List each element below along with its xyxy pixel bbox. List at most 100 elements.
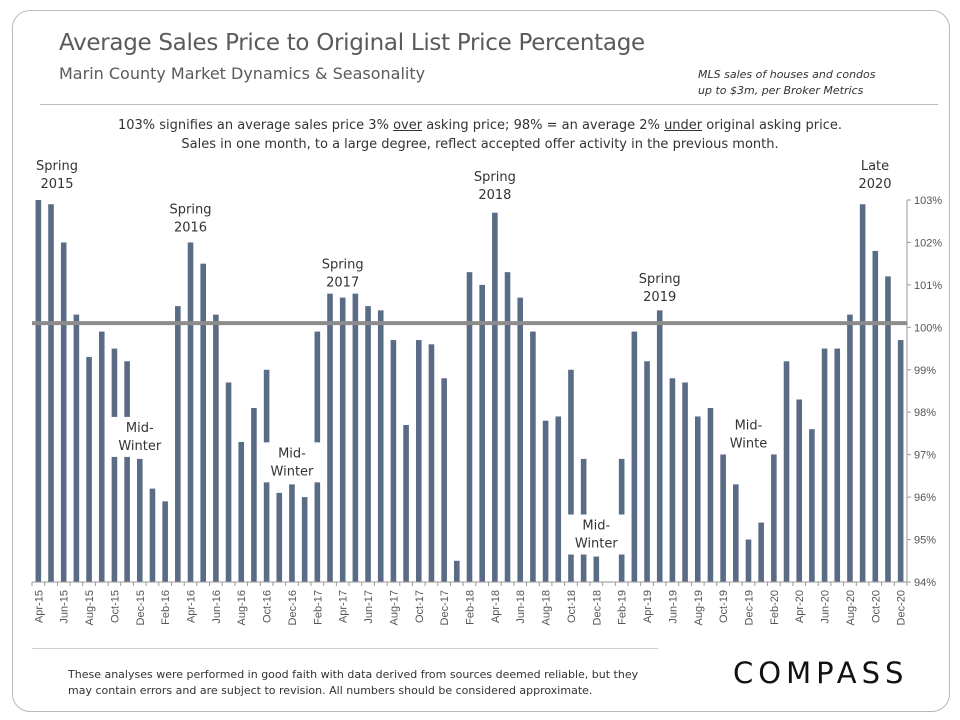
chart-title: Average Sales Price to Original List Pri…	[59, 30, 645, 56]
bar	[390, 340, 397, 582]
x-tick-label: Oct-16	[262, 590, 274, 623]
x-tick-label: Oct-20	[870, 590, 882, 623]
x-tick-label: Jun-17	[363, 590, 375, 624]
bar	[466, 272, 473, 582]
bar	[98, 331, 105, 582]
bar	[200, 263, 206, 582]
bar	[276, 492, 283, 582]
bar	[111, 348, 118, 582]
bar	[124, 361, 130, 582]
bar	[73, 314, 80, 582]
bar	[428, 344, 435, 582]
annotation-backdrop	[628, 268, 691, 308]
bar	[454, 560, 460, 582]
bar	[149, 488, 156, 582]
x-tick-label: Apr-19	[642, 590, 654, 623]
x-tick-label: Oct-15	[109, 590, 121, 623]
bar	[175, 306, 181, 582]
bar	[733, 484, 739, 582]
bar	[289, 484, 295, 582]
x-tick-label: Apr-18	[490, 590, 502, 623]
x-tick-label: Dec-15	[135, 590, 147, 625]
x-tick-label: Feb-18	[465, 590, 477, 625]
x-tick-label: Apr-16	[186, 590, 198, 623]
bar	[136, 458, 143, 582]
bar	[771, 424, 777, 582]
bar	[415, 340, 422, 582]
x-tick-label: Aug-20	[845, 590, 857, 625]
bar	[593, 556, 600, 582]
bar	[479, 284, 485, 582]
annotation-label: Winte	[730, 436, 768, 451]
bar	[707, 407, 714, 582]
annotation-label: 2015	[40, 177, 73, 192]
x-tick-label: Dec-17	[439, 590, 451, 625]
source-line-2: up to $3m, per Broker Metrics	[698, 84, 864, 97]
bar	[35, 200, 42, 582]
annotation-label: Winter	[271, 464, 315, 479]
x-tick-label: Oct-19	[718, 590, 730, 623]
annotation-label: Spring	[170, 202, 212, 217]
bar	[872, 250, 879, 582]
bar	[859, 204, 866, 583]
note-part-2: asking price; 98% = an average 2%	[422, 118, 665, 133]
annotation-backdrop	[260, 442, 323, 483]
bar	[441, 378, 447, 582]
bar	[530, 331, 536, 582]
x-tick-label: Dec-20	[896, 590, 908, 625]
bar	[365, 306, 371, 582]
bar	[745, 539, 752, 582]
y-tick-label: 101%	[914, 280, 942, 292]
bar	[555, 416, 562, 582]
header-divider	[40, 104, 938, 105]
bar	[682, 382, 688, 582]
bar	[60, 242, 67, 582]
bar	[86, 357, 92, 582]
x-tick-label: Jun-15	[59, 590, 71, 624]
note-under: under	[664, 118, 703, 133]
bar	[720, 429, 726, 582]
annotation-label: 2019	[643, 290, 676, 305]
x-tick-label: Aug-18	[541, 590, 553, 625]
annotation-label: Spring	[639, 272, 681, 287]
annotation-label: Mid-	[278, 446, 306, 461]
annotation-backdrop	[159, 198, 222, 239]
x-tick-label: Feb-20	[769, 590, 781, 625]
bar	[403, 424, 409, 582]
y-tick-label: 100%	[914, 322, 942, 334]
annotation-backdrop	[844, 155, 906, 195]
annotation-label: Winter	[575, 537, 619, 552]
bar	[301, 497, 308, 582]
x-tick-label: Jun-16	[211, 590, 223, 624]
bar	[542, 420, 549, 582]
annotation-backdrop	[311, 253, 374, 294]
chart-subtitle: Marin County Market Dynamics & Seasonali…	[59, 64, 426, 83]
bar	[821, 348, 828, 582]
annotation-label: 2017	[326, 276, 359, 291]
annotation-backdrop	[108, 416, 171, 457]
annotation-label: 2016	[174, 220, 207, 235]
annotation-backdrop	[717, 414, 780, 455]
bar	[669, 378, 676, 582]
annotation-label: Spring	[474, 170, 516, 185]
annotation-backdrop	[26, 155, 88, 195]
y-tick-label: 102%	[914, 237, 942, 249]
y-tick-label: 96%	[914, 492, 936, 504]
x-tick-label: Jun-19	[667, 590, 679, 624]
annotation-label: Mid-	[582, 519, 610, 534]
x-tick-label: Dec-16	[287, 590, 299, 625]
bar	[656, 310, 663, 582]
x-tick-label: Apr-20	[794, 590, 806, 623]
bar	[225, 382, 232, 582]
bar	[352, 293, 359, 582]
bar	[162, 501, 168, 582]
y-tick-label: 95%	[914, 535, 936, 547]
note-part-1: 103% signifies an average sales price 3%	[117, 118, 394, 133]
annotation-label: Mid-	[126, 421, 154, 436]
bar	[847, 314, 853, 582]
x-tick-label: Jun-20	[820, 590, 832, 624]
disclaimer: These analyses were performed in good fa…	[68, 668, 639, 697]
annotation-label: 2020	[858, 177, 891, 192]
x-tick-label: Jun-18	[515, 590, 527, 624]
x-tick-label: Oct-17	[414, 590, 426, 623]
